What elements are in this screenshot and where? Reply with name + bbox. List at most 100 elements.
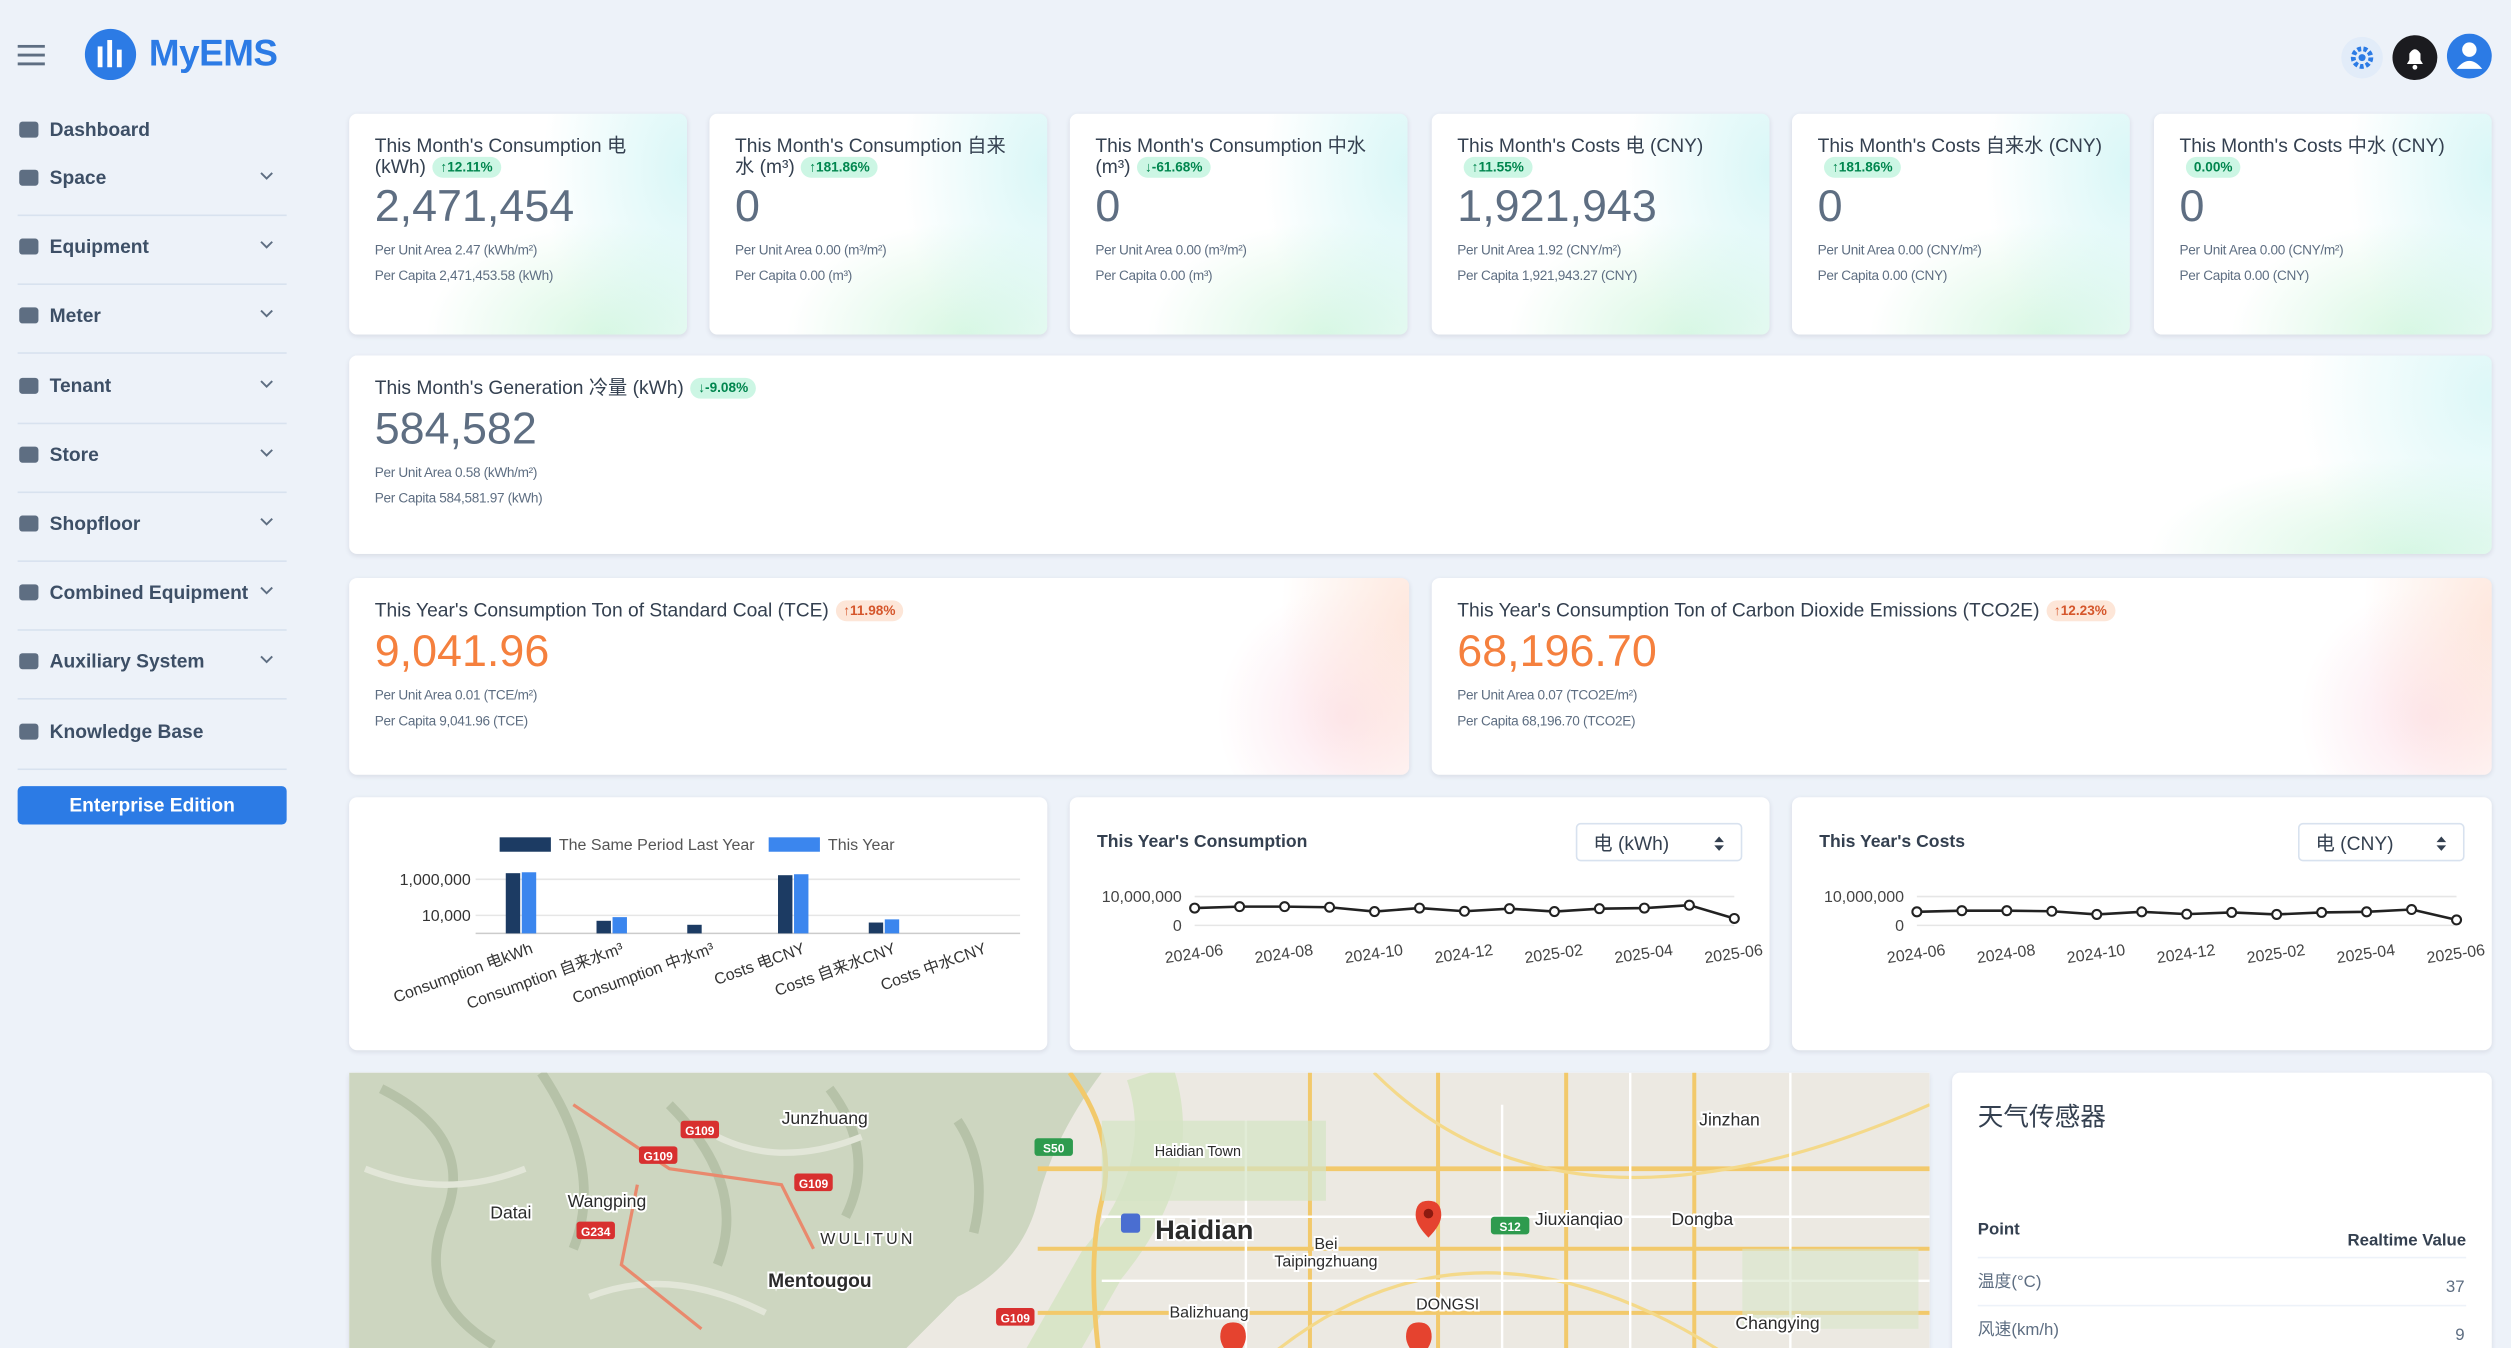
weather-title: 天气传感器 [1977,1104,2106,1132]
chevron-shape [260,309,273,318]
costs-chart-card: 0 10,000,000 2024-06 2024-08 2024-10 2024-12 2… [1791,797,2492,1051]
row-divider [1977,1304,2467,1307]
map-label: WULITUN [820,1231,915,1248]
icon-shape [19,584,39,601]
chevron [260,518,273,526]
change-badge: ↑12.23% [2045,600,2115,622]
bar [521,872,537,934]
chevron-shape [260,449,273,457]
card-value: 0 [2179,180,2205,231]
point [1324,901,1336,913]
nav-item[interactable]: Tenant [18,370,287,402]
nav-item[interactable]: Combined Equipment [18,576,287,608]
bar [778,875,793,934]
nav-icon [19,238,39,255]
realtime-value: 37 [2445,1277,2465,1297]
nav-icon [19,446,39,463]
change-badge: ↓-9.08% [690,377,757,399]
x-tick-label: 2025-04 [2336,942,2397,967]
stat-card: This Month's Costs 中水 (CNY)0.00% 0 Per Uni… [2154,114,2492,335]
nav-item[interactable]: Store [18,439,287,471]
card-title: This Year's Consumption Ton of Standard … [375,600,1384,622]
select-arrows [2436,836,2447,851]
bar [596,920,611,934]
bar [505,873,521,934]
chevron [260,655,273,664]
unit-select[interactable]: 电 (kWh) [1575,822,1743,862]
chevron-shape [260,241,273,249]
road-shield-label: G109 [643,1150,673,1164]
map-label: Taipingzhuang [1274,1253,1377,1270]
enterprise-edition-button[interactable]: Enterprise Edition [17,786,287,825]
per-unit-area: Per Unit Area 0.07 (TCO2E/m²) [1457,686,1638,703]
chevron [260,309,273,318]
bar [884,919,900,934]
legend-swatch [768,837,820,852]
x-tick-label: 2024-06 [1886,942,1947,967]
costs-chart: 0 10,000,000 2024-06 2024-08 2024-10 2024-12 2… [1824,889,2487,967]
point [1911,906,1923,918]
menu-toggle[interactable] [17,44,47,66]
map[interactable]: Junzhuang Haidian Town Haidian Jinzhan Datai… [349,1072,1930,1348]
x-tick-label: 2024-06 [1164,942,1225,967]
nav-item[interactable]: Meter [18,299,287,331]
point [1458,905,1471,917]
consumption-chart: 0 10,000,000 2024-06 2024-08 2024-10 2024-12 2… [1102,889,1764,967]
road-shield-label: S12 [1499,1220,1521,1234]
chevron-shape [260,172,273,180]
nav-item[interactable]: Equipment [18,231,287,263]
map-canvas[interactable]: Junzhuang Haidian Town Haidian Jinzhan Datai… [349,1072,1930,1348]
separator [17,560,287,562]
x-tick-label: 2025-02 [1524,942,1585,967]
nav-item[interactable]: Knowledge Base [18,716,287,748]
icon-shape [19,653,39,670]
legend-label: This Year [828,837,895,854]
change-badge: ↑181.86% [1823,156,1901,178]
stat-card: This Year's Consumption Ton of Carbon Di… [1432,578,2492,775]
nav-item[interactable]: Space [18,162,287,194]
road-shield-label: G109 [1001,1311,1031,1325]
brand: MyEMS [148,32,278,74]
x-tick-label: 2025-06 [2426,942,2487,967]
legend-swatch [499,837,551,852]
separator [17,491,287,494]
nav-icon [19,515,39,532]
per-capita: Per Capita 68,196.70 (TCO2E) [1457,712,1636,729]
separator [17,422,287,425]
nav-item[interactable]: Auxiliary System [18,645,287,677]
nav-item[interactable]: Dashboard [18,114,287,146]
card-value: 584,582 [374,403,537,454]
point [1189,902,1201,914]
nav-label: Dashboard [49,118,151,141]
card-title-text: This Year's Consumption Ton of Standard … [374,598,829,622]
stat-card: This Month's Costs 自来水 (CNY)↑181.86% 0 Per… [1792,114,2130,335]
legend-label: The Same Period Last Year [559,837,755,854]
y-tick-label: 10,000,000 [1824,889,1904,906]
chevron [260,172,273,180]
point [1234,901,1246,913]
per-unit-area: Per Unit Area 0.00 (m³/m²) [1095,241,1247,258]
point-name: 风速(km/h) [1977,1320,2059,1341]
bar [868,922,884,934]
nav-item[interactable]: Shopfloor [18,508,287,540]
x-tick-label: 2025-06 [1703,942,1764,967]
map-label: Mentougou [768,1271,871,1292]
stat-card: This Month's Generation 冷量 (kWh) ↓-9.08% 5… [349,355,2492,554]
card-title: This Month's Consumption 电 (kWh) ↑12.11% [375,135,662,178]
point [1683,899,1695,911]
x-tick-label: 2024-08 [1976,942,2037,967]
unit-select[interactable]: 电 (CNY) [2298,822,2465,862]
nav-label: Space [49,166,107,189]
map-label: Bei [1314,1236,1337,1253]
y-tick-label: 0 [1895,918,1904,935]
point [2316,906,2328,918]
road-shield-label: G109 [685,1124,715,1138]
per-capita: Per Capita 0.00 (CNY) [1817,267,1948,284]
logo-icon [84,28,137,81]
nav-label: Knowledge Base [49,720,204,743]
y-tick-label: 1,000,000 [400,872,471,889]
arrow-shape [1714,836,1724,851]
change-badge: ↑181.86% [801,156,878,178]
chevron [260,241,273,249]
point [2046,905,2058,917]
